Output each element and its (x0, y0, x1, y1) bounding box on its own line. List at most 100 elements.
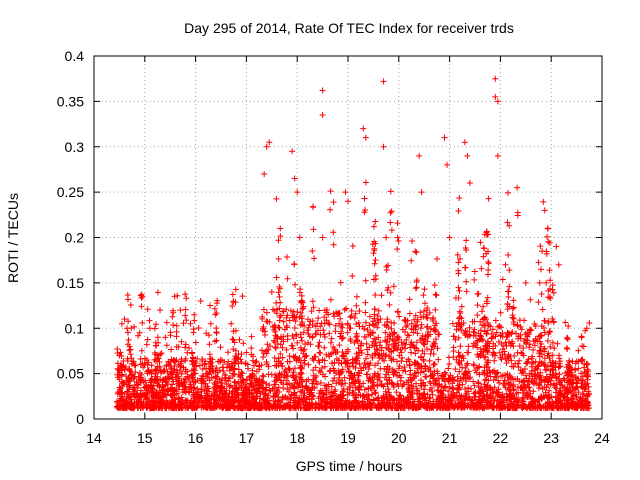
data-point (495, 377, 502, 384)
data-point (555, 396, 562, 403)
data-point (492, 75, 499, 82)
data-point (399, 367, 406, 374)
data-point (159, 381, 166, 388)
data-point (275, 324, 282, 331)
data-point (256, 405, 263, 412)
data-point (310, 204, 317, 211)
data-point (124, 325, 131, 332)
data-point (501, 393, 508, 400)
data-point (118, 363, 125, 370)
data-point (509, 392, 516, 399)
data-point (493, 389, 500, 396)
data-point (369, 352, 376, 359)
data-point (253, 358, 260, 365)
data-point (376, 355, 383, 362)
data-point (356, 402, 363, 409)
data-point (459, 397, 466, 404)
data-point (570, 376, 577, 383)
data-point (535, 299, 542, 306)
data-point (378, 292, 385, 299)
data-point (161, 391, 168, 398)
data-point (495, 398, 502, 405)
data-point (415, 361, 422, 368)
data-point (268, 288, 275, 295)
data-point (248, 351, 255, 358)
data-point (370, 276, 377, 283)
data-point (329, 377, 336, 384)
data-point (400, 404, 407, 411)
data-point (484, 294, 491, 301)
data-point (538, 377, 545, 384)
data-point (403, 323, 410, 330)
data-point (234, 391, 241, 398)
data-point (196, 362, 203, 369)
data-point (153, 398, 160, 405)
data-point (360, 380, 367, 387)
data-point (238, 397, 245, 404)
data-point (321, 307, 328, 314)
data-point (543, 366, 550, 373)
data-point (189, 350, 196, 357)
data-point (456, 314, 463, 321)
data-point (556, 371, 563, 378)
data-point (309, 298, 316, 305)
data-point (455, 386, 462, 393)
data-point (446, 375, 453, 382)
data-point (313, 381, 320, 388)
data-point (298, 337, 305, 344)
data-point (390, 381, 397, 388)
data-point (442, 394, 449, 401)
data-point (412, 324, 419, 331)
data-point (249, 394, 256, 401)
data-point (471, 268, 478, 275)
data-point (143, 403, 150, 410)
data-point (309, 247, 316, 254)
data-point (284, 358, 291, 365)
data-point (349, 376, 356, 383)
data-point (517, 323, 524, 330)
data-point (396, 363, 403, 370)
data-point (380, 78, 387, 85)
data-point (481, 384, 488, 391)
data-point (566, 359, 573, 366)
data-point (290, 374, 297, 381)
data-point (365, 385, 372, 392)
data-point (339, 324, 346, 331)
data-point (296, 289, 303, 296)
data-point (258, 362, 265, 369)
data-point (325, 320, 332, 327)
data-point (578, 376, 585, 383)
data-point (175, 373, 182, 380)
data-point (338, 399, 345, 406)
data-point (317, 379, 324, 386)
data-point (566, 367, 573, 374)
data-point (422, 363, 429, 370)
data-point (537, 332, 544, 339)
data-point (163, 403, 170, 410)
data-point (542, 376, 549, 383)
data-point (283, 369, 290, 376)
data-point (572, 367, 579, 374)
data-point (483, 250, 490, 257)
data-point (321, 363, 328, 370)
data-point (153, 366, 160, 373)
data-point (344, 357, 351, 364)
data-point (434, 387, 441, 394)
data-point (550, 366, 557, 373)
data-point (408, 393, 415, 400)
data-point (277, 225, 284, 232)
data-point (280, 381, 287, 388)
data-point (402, 397, 409, 404)
data-point (406, 362, 413, 369)
data-point (144, 336, 151, 343)
data-point (463, 237, 470, 244)
data-point (431, 322, 438, 329)
data-point (225, 398, 232, 405)
data-point (232, 358, 239, 365)
data-point (198, 392, 205, 399)
data-point (249, 367, 256, 374)
data-point (455, 207, 462, 214)
data-point (173, 322, 180, 329)
data-point (484, 319, 491, 326)
